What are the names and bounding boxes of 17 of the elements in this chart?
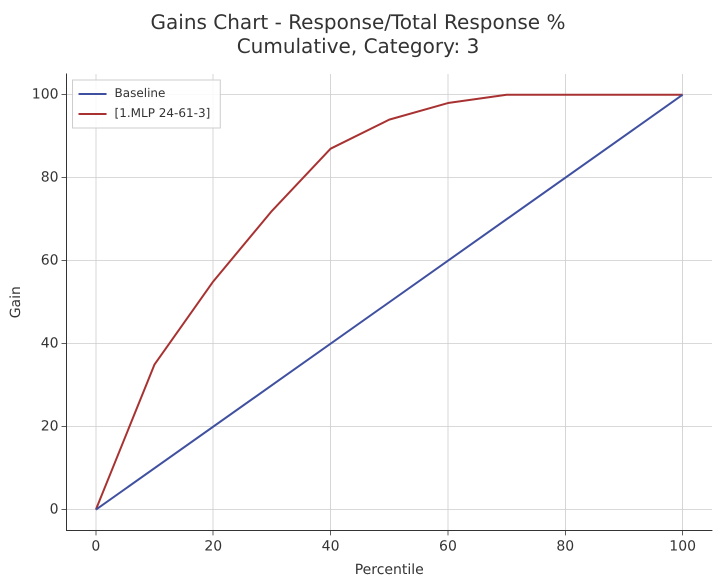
x-tick-label: 80 [556,538,574,554]
y-tick-label: 100 [32,86,59,102]
y-tick-label: 40 [40,335,59,352]
y-axis-title: Gain [8,286,24,318]
legend-label: [1.MLP 24-61-3] [114,106,210,120]
y-tick-label: 0 [50,501,59,518]
chart-title: Gains Chart - Response/Total Response % Cumulative, Category: 3 [150,10,566,58]
x-tick-label: 40 [322,538,340,554]
x-tick-label: 20 [204,538,222,554]
x-axis-title: Percentile [354,562,424,578]
x-tick-label: 100 [669,538,696,554]
y-tick-label: 60 [40,252,59,268]
legend-label: Baseline [114,86,166,100]
x-tick-label: 0 [91,538,100,554]
x-tick-label: 60 [439,538,457,554]
y-tick-label: 20 [40,418,59,434]
y-tick-label: 80 [40,169,59,186]
